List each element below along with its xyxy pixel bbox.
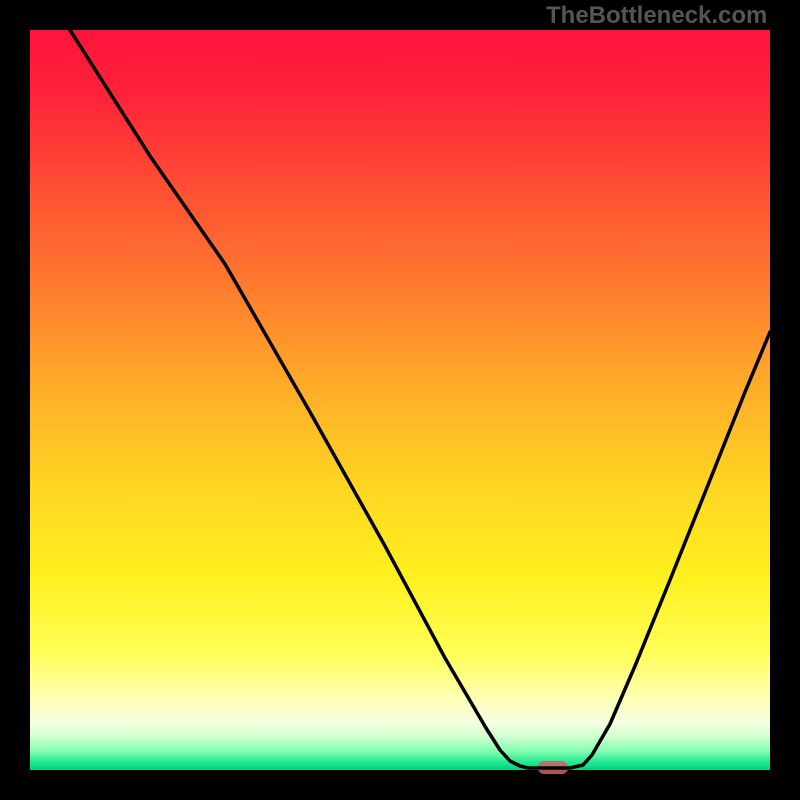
chart-frame: TheBottleneck.com [0,0,800,800]
watermark-text: TheBottleneck.com [546,2,767,30]
plot-area [30,30,770,770]
